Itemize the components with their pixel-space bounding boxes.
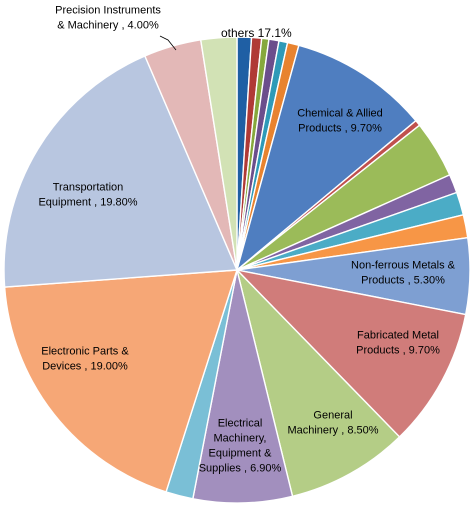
pie-labels: Chemical & Allied Products , 9.70% Non-fer…	[38, 5, 455, 475]
pie-slice-fabricated	[234, 268, 467, 438]
slice-label-line: Supplies , 6.90%	[199, 463, 282, 475]
slice-label-electrical: Electrical Machinery, Equipment & Supplies …	[199, 418, 282, 475]
precision-leader-line	[159, 35, 177, 51]
slice-label-line: Devices , 19.00%	[42, 361, 128, 373]
pie-slices	[3, 36, 471, 504]
slice-label-chemical: Chemical & Allied Products , 9.70%	[297, 108, 383, 135]
slice-label-line: General	[313, 410, 352, 422]
pie-slice-chemical	[235, 44, 417, 272]
slice-label-line: Electronic Parts &	[41, 346, 129, 358]
slice-label-precision: Precision Instruments & Machinery , 4.00%	[55, 5, 161, 32]
slice-label-line: Equipment , 19.80%	[38, 197, 137, 209]
others-label: others 17.1%	[221, 26, 292, 40]
slice-label-general: General Machinery , 8.50%	[287, 410, 378, 437]
leader-lines	[159, 35, 177, 51]
pie-slice-others-13	[199, 36, 238, 271]
slice-label-line: Products , 9.70%	[356, 345, 440, 357]
slice-label-line: Machinery , 8.50%	[287, 425, 378, 437]
slice-label-nonferrous: Non-ferrous Metals & Products , 5.30%	[351, 260, 456, 287]
pie-slice-transport	[3, 55, 239, 288]
slice-label-line: Equipment &	[209, 448, 273, 460]
slice-label-line: & Machinery , 4.00%	[57, 20, 159, 32]
slice-label-fabricated: Fabricated Metal Products , 9.70%	[356, 330, 440, 357]
slice-label-transport: Transportation Equipment , 19.80%	[38, 182, 137, 209]
slice-label-line: Chemical & Allied	[297, 108, 383, 120]
slice-label-line: Fabricated Metal	[357, 330, 439, 342]
slice-label-line: Products , 9.70%	[298, 123, 382, 135]
pie-slice-electronic	[3, 269, 238, 493]
pie-slice-general	[235, 267, 401, 498]
slice-label-line: Non-ferrous Metals &	[351, 260, 456, 272]
slice-label-line: Products , 5.30%	[361, 275, 445, 287]
slice-label-line: Precision Instruments	[55, 5, 161, 17]
slice-label-line: Machinery,	[214, 433, 267, 445]
slice-label-line: Transportation	[53, 182, 124, 194]
slice-label-electronic: Electronic Parts & Devices , 19.00%	[41, 346, 129, 373]
slice-label-line: Electrical	[218, 418, 263, 430]
